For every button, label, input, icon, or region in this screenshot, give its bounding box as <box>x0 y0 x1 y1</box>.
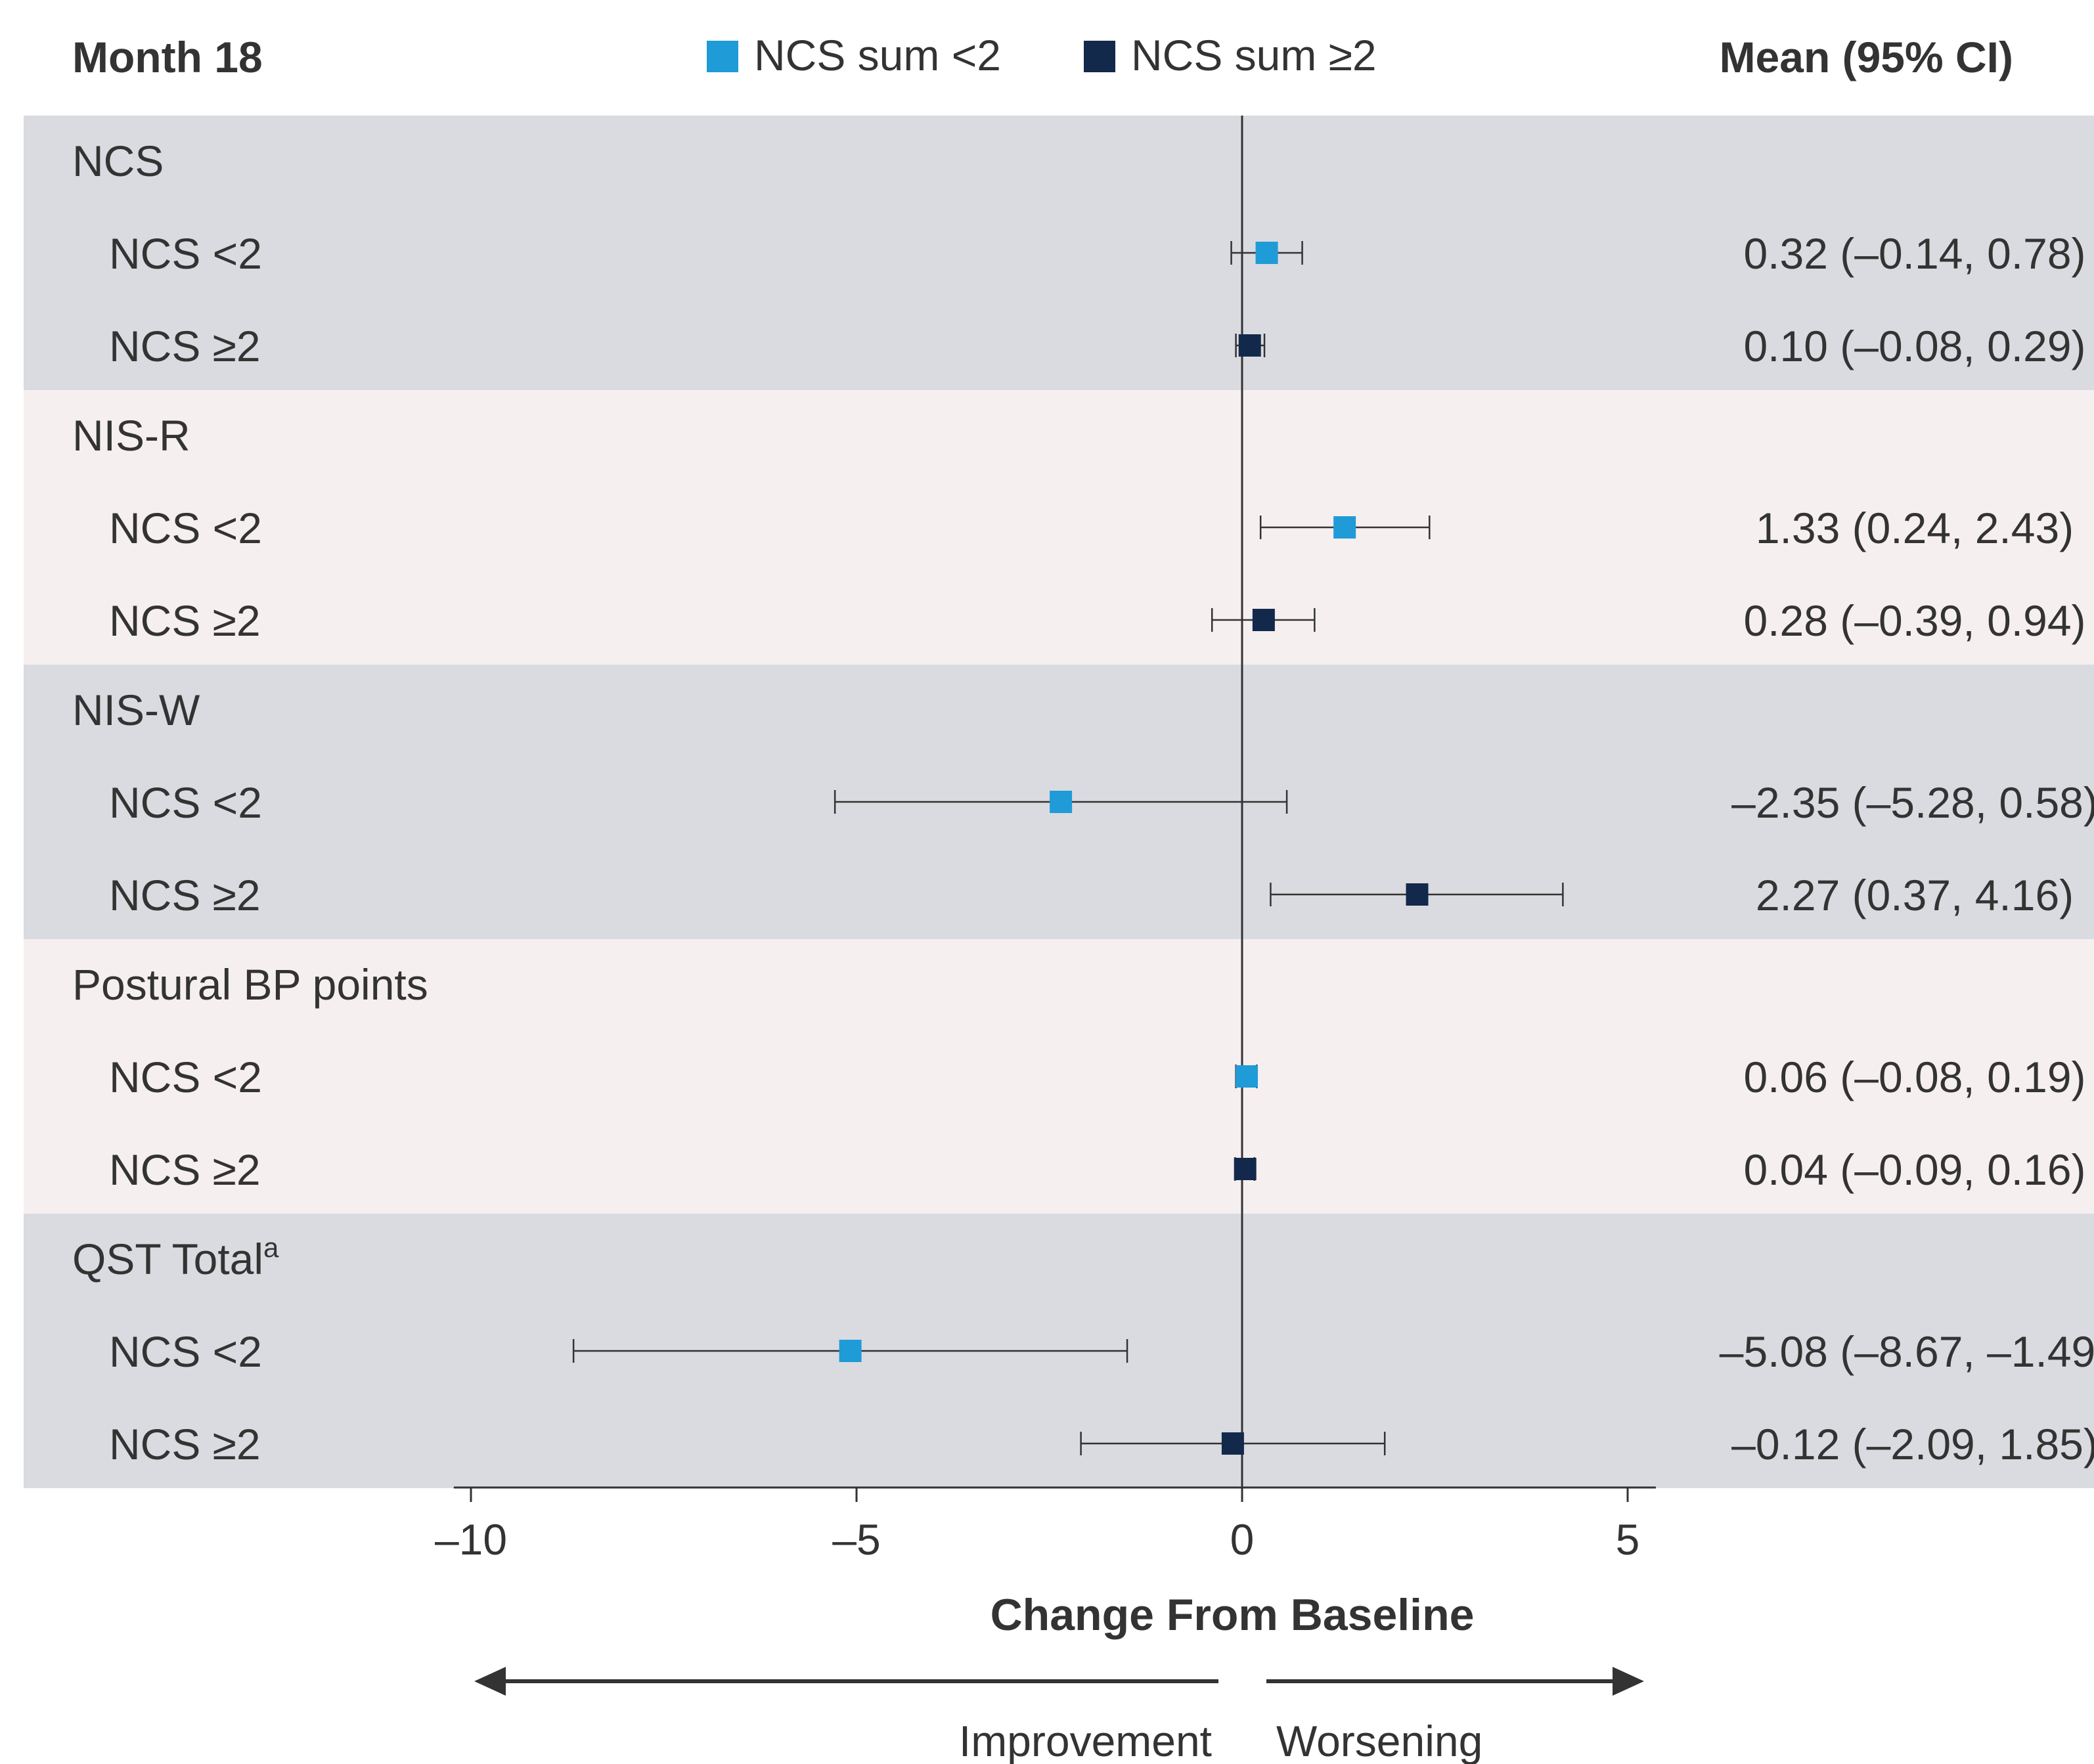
header-month: Month 18 <box>72 33 263 81</box>
row-label: NCS <2 <box>109 1053 262 1101</box>
legend-swatch-ncs-lt2 <box>707 41 738 72</box>
row-label: NCS <2 <box>109 778 262 827</box>
row-label: NCS ≥2 <box>109 322 261 370</box>
footnote-marker: a <box>263 1232 279 1263</box>
row-estimate-text: 0.32 (–0.14, 0.78) <box>1743 229 2085 278</box>
legend: NCS sum <2 NCS sum ≥2 <box>707 31 1377 79</box>
legend-label-ncs-ge2: NCS sum ≥2 <box>1131 31 1377 79</box>
legend-label-ncs-lt2: NCS sum <2 <box>754 31 1001 79</box>
point-estimate-marker <box>1234 1158 1257 1180</box>
row-estimate-text: 0.28 (–0.39, 0.94) <box>1743 596 2085 645</box>
group-label: NCS <box>72 137 164 185</box>
group-label: NIS-R <box>72 411 190 460</box>
group-label: QST Totala <box>72 1232 279 1283</box>
row-estimate-text: 0.06 (–0.08, 0.19) <box>1743 1053 2085 1101</box>
improvement-arrow-head <box>474 1667 506 1696</box>
x-axis-title: Change From Baseline <box>991 1590 1475 1640</box>
point-estimate-marker <box>1252 609 1275 631</box>
worsening-arrow-head <box>1613 1667 1644 1696</box>
group-band <box>24 939 2094 1214</box>
row-label: NCS ≥2 <box>109 596 261 645</box>
row-label: NCS <2 <box>109 229 262 278</box>
row-estimate-text: –0.12 (–2.09, 1.85) <box>1731 1420 2094 1468</box>
x-axis-tick-label: 0 <box>1230 1515 1255 1564</box>
row-estimate-text: 0.04 (–0.09, 0.16) <box>1743 1145 2085 1194</box>
row-estimate-text: 1.33 (0.24, 2.43) <box>1756 504 2074 552</box>
point-estimate-marker <box>1236 1065 1259 1088</box>
legend-swatch-ncs-ge2 <box>1084 41 1115 72</box>
worsening-label: Worsening <box>1276 1717 1482 1764</box>
row-estimate-text: –5.08 (–8.67, –1.49) <box>1720 1327 2094 1376</box>
point-estimate-marker <box>1238 334 1261 357</box>
row-label: NCS ≥2 <box>109 1145 261 1194</box>
point-estimate-marker <box>1333 516 1356 539</box>
direction-indicator: Improvement Worsening <box>474 1667 1644 1764</box>
row-estimate-text: –2.35 (–5.28, 0.58) <box>1731 778 2094 827</box>
point-estimate-marker <box>1406 883 1429 906</box>
row-label: NCS <2 <box>109 504 262 552</box>
group-band <box>24 390 2094 665</box>
row-label: NCS ≥2 <box>109 871 261 919</box>
row-label: NCS <2 <box>109 1327 262 1376</box>
point-estimate-marker <box>1050 791 1073 813</box>
point-estimate-marker <box>1255 242 1278 264</box>
point-estimate-marker <box>1221 1432 1244 1455</box>
row-estimate-text: 2.27 (0.37, 4.16) <box>1756 871 2074 919</box>
point-estimate-marker <box>839 1340 862 1362</box>
x-axis-tick-label: 5 <box>1616 1515 1640 1564</box>
header-mean-ci: Mean (95% CI) <box>1720 33 2013 81</box>
group-label: Postural BP points <box>72 960 428 1009</box>
row-estimate-text: 0.10 (–0.08, 0.29) <box>1743 322 2085 370</box>
x-axis-tick-label: –5 <box>832 1515 880 1564</box>
x-axis: –10 –5 0 5 <box>435 1486 1656 1564</box>
row-label: NCS ≥2 <box>109 1420 261 1468</box>
group-band <box>24 116 2094 390</box>
x-axis-tick-label: –10 <box>435 1515 507 1564</box>
plot-rows: NCS NCS <2 0.32 (–0.14, 0.78) NCS ≥2 0.10 (–… <box>72 137 2094 1468</box>
group-label: NIS-W <box>72 686 200 734</box>
improvement-label: Improvement <box>959 1717 1212 1764</box>
